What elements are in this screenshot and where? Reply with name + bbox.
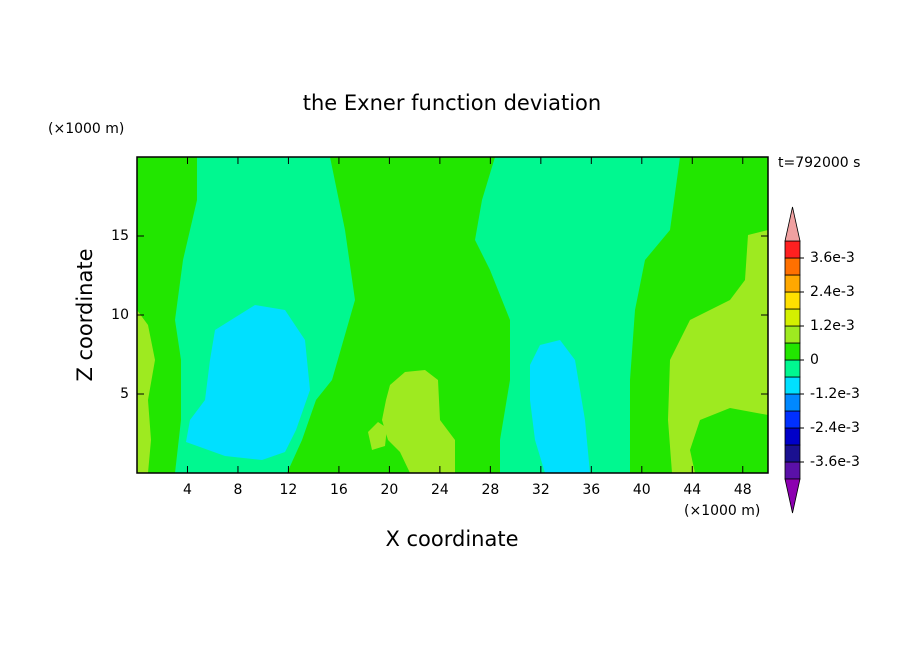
contour-region — [690, 408, 768, 473]
y-axis-label: Z coordinate — [73, 248, 97, 381]
contour-field — [137, 157, 768, 473]
colorbar-box — [784, 376, 801, 395]
time-label: t=792000 s — [778, 155, 860, 171]
colorbar-box — [784, 461, 801, 480]
x-tick-label: 16 — [330, 482, 348, 498]
colorbar-box — [784, 308, 801, 327]
colorbar-tick-label: 1.2e-3 — [810, 318, 855, 334]
colorbar-tick-label: 0 — [810, 352, 819, 368]
colorbar-tick-label: -3.6e-3 — [810, 454, 860, 470]
colorbar-under — [784, 478, 801, 514]
x-tick-label: 32 — [532, 482, 550, 498]
contour-region — [368, 422, 387, 450]
colorbar-box — [784, 427, 801, 446]
colorbar-box — [784, 325, 801, 344]
colorbar-box — [784, 359, 801, 378]
colorbar-box — [784, 393, 801, 412]
contour-region — [382, 370, 455, 473]
contour-region — [137, 310, 155, 473]
x-tick-label: 48 — [734, 482, 752, 498]
colorbar-box — [784, 257, 801, 276]
x-tick-label: 44 — [683, 482, 701, 498]
colorbar-box — [784, 291, 801, 310]
chart-title: the Exner function deviation — [303, 91, 601, 115]
y-unit: (×1000 m) — [48, 121, 124, 137]
colorbar-tick-label: -2.4e-3 — [810, 420, 860, 436]
contour-region — [186, 305, 310, 460]
y-tick-label: 10 — [111, 307, 129, 323]
x-tick-label: 4 — [183, 482, 192, 498]
colorbar-box — [784, 410, 801, 429]
colorbar-tick-label: 3.6e-3 — [810, 250, 855, 266]
x-axis-label: X coordinate — [385, 527, 518, 551]
x-tick-label: 20 — [380, 482, 398, 498]
contour-region — [530, 340, 590, 473]
y-tick-label: 5 — [120, 386, 129, 402]
colorbar-box — [784, 444, 801, 463]
x-tick-label: 12 — [280, 482, 298, 498]
colorbar-box — [784, 342, 801, 361]
colorbar-over — [784, 206, 801, 242]
x-tick-label: 24 — [431, 482, 449, 498]
colorbar-tick-label: -1.2e-3 — [810, 386, 860, 402]
x-tick-label: 8 — [233, 482, 242, 498]
x-tick-label: 28 — [481, 482, 499, 498]
x-tick-label: 40 — [633, 482, 651, 498]
colorbar-box — [784, 240, 801, 259]
x-unit: (×1000 m) — [684, 503, 760, 519]
y-tick-label: 15 — [111, 228, 129, 244]
contour-region — [475, 157, 680, 473]
x-tick-label: 36 — [582, 482, 600, 498]
colorbar-tick-label: 2.4e-3 — [810, 284, 855, 300]
colorbar-box — [784, 274, 801, 293]
